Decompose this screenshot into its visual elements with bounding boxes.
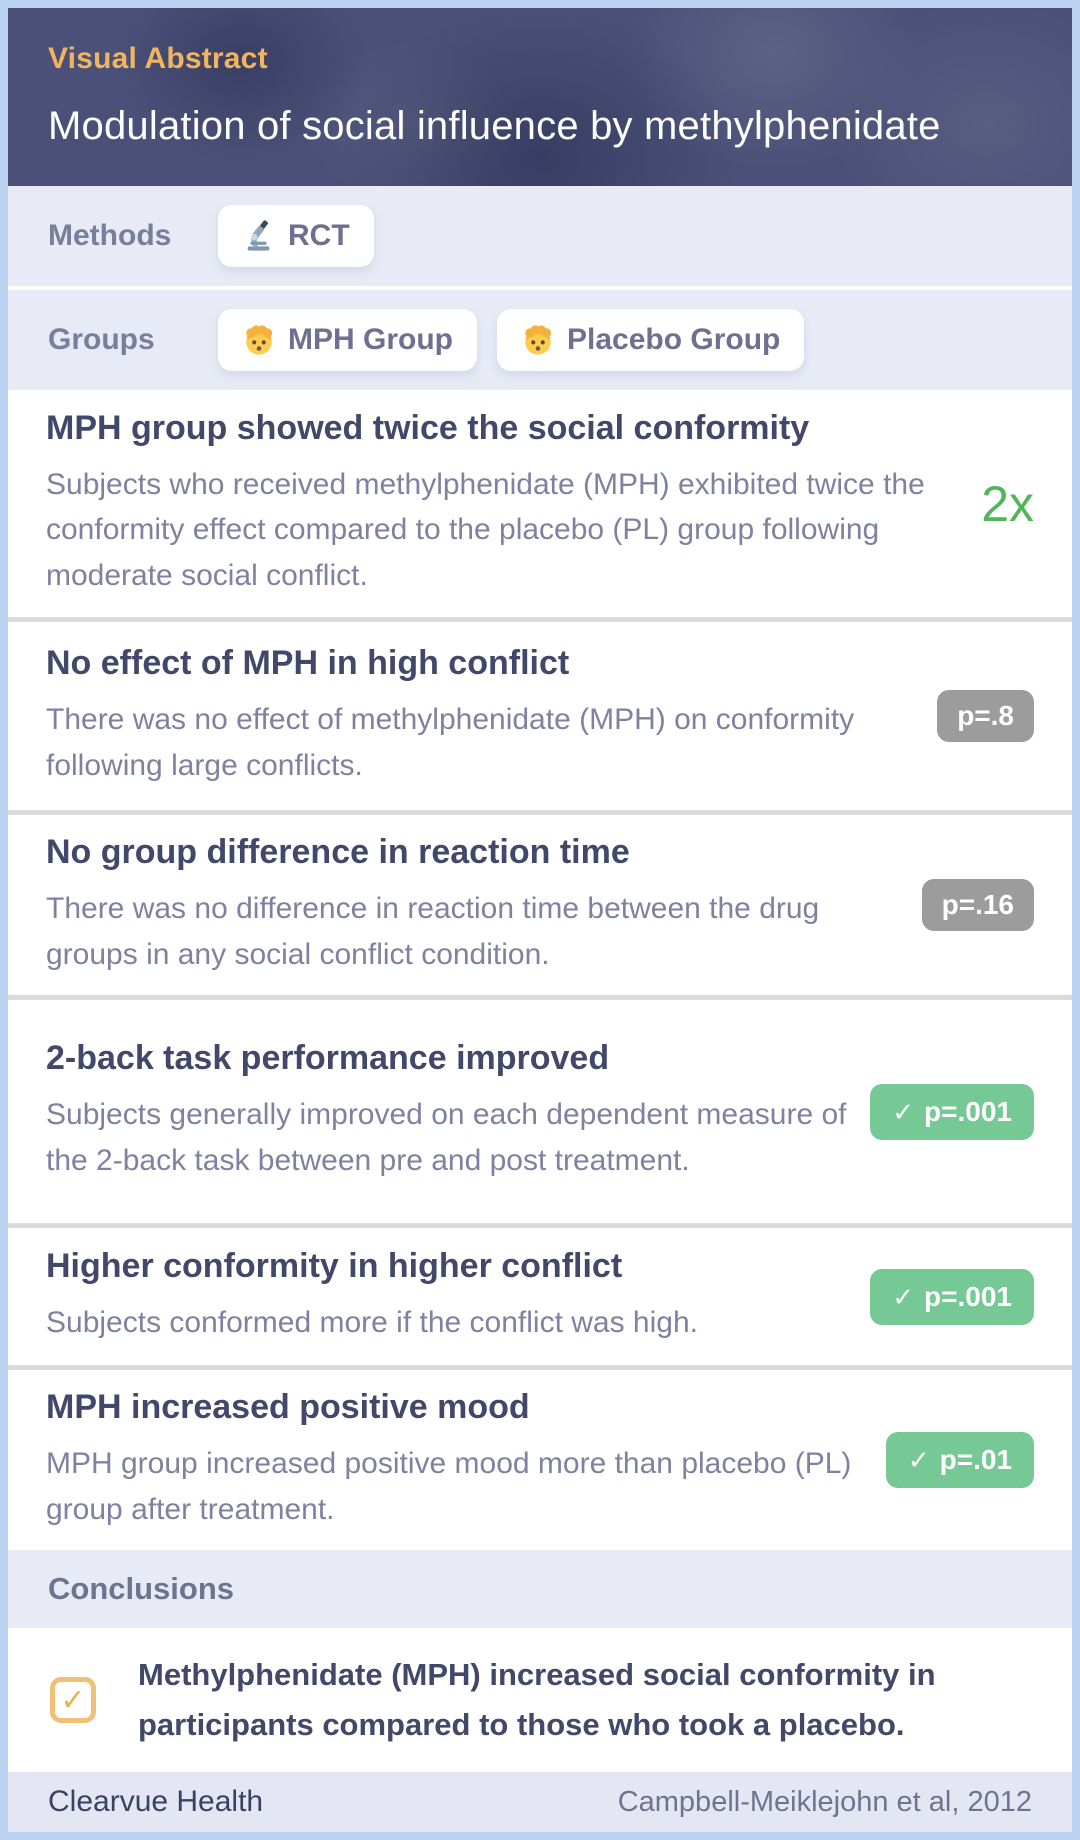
checked-checkbox-icon: ✓ — [50, 1677, 96, 1723]
finding-title: No group difference in reaction time — [46, 832, 630, 871]
group-pill-label: Placebo Group — [567, 323, 781, 356]
group-pill-mph: MPH Group — [218, 309, 477, 371]
finding-body: Subjects who received methylphenidate (M… — [46, 467, 925, 592]
finding-card: No group difference in reaction time The… — [8, 815, 1072, 995]
eyebrow-label: Visual Abstract — [48, 42, 268, 75]
finding-title: MPH increased positive mood — [46, 1387, 530, 1426]
card-divider — [8, 617, 1072, 622]
person-icon — [521, 323, 555, 357]
page-title: Modulation of social influence by methyl… — [48, 104, 941, 148]
methods-pill-rct: RCT — [218, 205, 374, 267]
groups-label: Groups — [48, 323, 155, 356]
card-divider — [8, 995, 1072, 1000]
finding-card: No effect of MPH in high conflict There … — [8, 622, 1072, 810]
stat-value: p=.001 — [924, 1095, 1012, 1127]
finding-card: Higher conformity in higher conflict Sub… — [8, 1228, 1072, 1365]
group-pill-placebo: Placebo Group — [497, 309, 805, 371]
p-value-badge: p=.16 — [921, 879, 1034, 931]
groups-row: Groups MPH Group — [8, 290, 1072, 390]
conclusion-item: ✓ Methylphenidate (MPH) increased social… — [8, 1628, 1072, 1772]
citation: Campbell-Meiklejohn et al, 2012 — [617, 1785, 1032, 1818]
methods-pill-label: RCT — [288, 219, 350, 252]
card-divider — [8, 810, 1072, 815]
finding-body: MPH group increased positive mood more t… — [46, 1446, 852, 1526]
finding-title: No effect of MPH in high conflict — [46, 643, 570, 682]
footer: Clearvue Health Campbell-Meiklejohn et a… — [8, 1772, 1072, 1832]
finding-body: Subjects conformed more if the conflict … — [46, 1306, 698, 1340]
stat-value: p=.16 — [941, 889, 1014, 920]
p-value-badge: ✓ p=.01 — [885, 1432, 1034, 1488]
stat-value: p=.001 — [924, 1280, 1012, 1312]
finding-card: MPH group showed twice the social confor… — [8, 390, 1072, 617]
p-value-badge: ✓ p=.001 — [870, 1268, 1034, 1325]
finding-title: 2-back task performance improved — [46, 1039, 610, 1078]
p-value-badge: p=.8 — [937, 690, 1034, 742]
conclusions-header: Conclusions — [8, 1550, 1072, 1628]
conclusions-label: Conclusions — [48, 1571, 235, 1606]
finding-title: Higher conformity in higher conflict — [46, 1247, 623, 1286]
methods-row: Methods RCT — [8, 186, 1072, 286]
stat-value: 2x — [981, 475, 1034, 532]
check-icon: ✓ — [892, 1096, 915, 1127]
brand-name: Clearvue Health — [48, 1785, 264, 1818]
finding-body: Subjects generally improved on each depe… — [46, 1098, 847, 1177]
card-divider — [8, 1365, 1072, 1370]
check-icon: ✓ — [907, 1445, 930, 1475]
methods-label: Methods — [48, 219, 172, 252]
group-pill-label: MPH Group — [288, 323, 453, 356]
stat-value: p=.8 — [957, 700, 1014, 731]
person-icon — [242, 323, 276, 357]
finding-body: There was no difference in reaction time… — [46, 891, 820, 971]
stat-value: p=.01 — [939, 1444, 1012, 1475]
visual-abstract-card: Visual Abstract Modulation of social inf… — [8, 8, 1072, 1832]
microscope-icon — [242, 219, 276, 253]
finding-card: 2-back task performance improved Subject… — [8, 1000, 1072, 1223]
p-value-badge: ✓ p=.001 — [870, 1083, 1034, 1140]
row-divider — [8, 286, 1072, 290]
stat-highlight: 2x — [981, 475, 1034, 533]
check-icon: ✓ — [892, 1281, 915, 1312]
finding-body: There was no effect of methylphenidate (… — [46, 702, 855, 782]
header: Visual Abstract Modulation of social inf… — [8, 8, 1072, 186]
conclusion-text: Methylphenidate (MPH) increased social c… — [138, 1657, 936, 1742]
card-divider — [8, 1223, 1072, 1228]
finding-card: MPH increased positive mood MPH group in… — [8, 1370, 1072, 1550]
finding-title: MPH group showed twice the social confor… — [46, 408, 810, 447]
